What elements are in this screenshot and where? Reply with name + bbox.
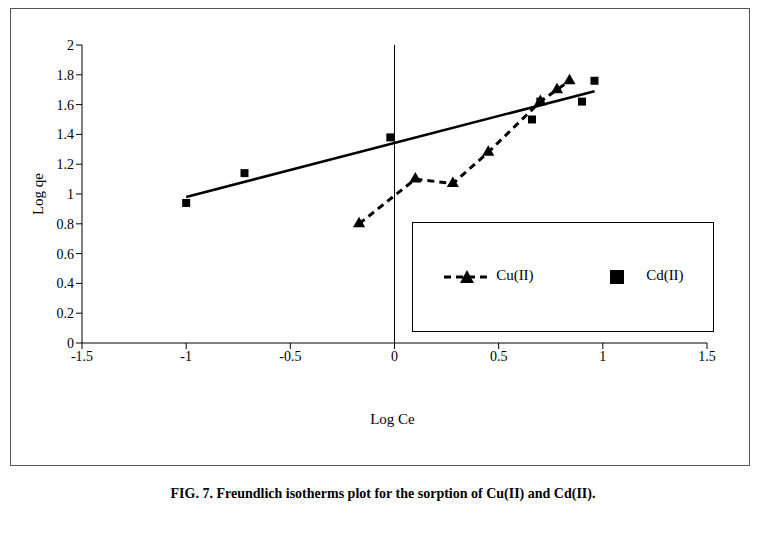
svg-text:-1: -1: [180, 349, 192, 364]
html-text:Cd(II): Cd(II): [646, 267, 684, 284]
svg-text:0.8: 0.8: [57, 217, 75, 232]
svg-text:0: 0: [391, 349, 398, 364]
html-text:FIG. 7. Freundlich isotherms p: FIG. 7. Freundlich isotherms plot for th…: [170, 486, 596, 501]
svg-text:-0.5: -0.5: [279, 349, 301, 364]
svg-text:1.8: 1.8: [57, 68, 75, 83]
svg-text:1: 1: [67, 187, 74, 202]
svg-text:0.5: 0.5: [490, 349, 508, 364]
svg-text:0.4: 0.4: [57, 276, 75, 291]
svg-text:1.4: 1.4: [57, 127, 75, 142]
html-text:Log Ce: Log Ce: [370, 411, 415, 427]
svg-text:1.5: 1.5: [698, 349, 716, 364]
svg-text:0.6: 0.6: [57, 247, 75, 262]
svg-text:0.2: 0.2: [57, 306, 75, 321]
svg-text:1: 1: [599, 349, 606, 364]
svg-text:-1.5: -1.5: [71, 349, 93, 364]
html-text:Log qe: Log qe: [30, 173, 46, 215]
html-text:Cu(II): Cu(II): [496, 267, 534, 284]
svg-text:1.6: 1.6: [57, 98, 75, 113]
svg-text:2: 2: [67, 38, 74, 53]
svg-text:0: 0: [67, 336, 74, 351]
svg-text:1.2: 1.2: [57, 157, 75, 172]
